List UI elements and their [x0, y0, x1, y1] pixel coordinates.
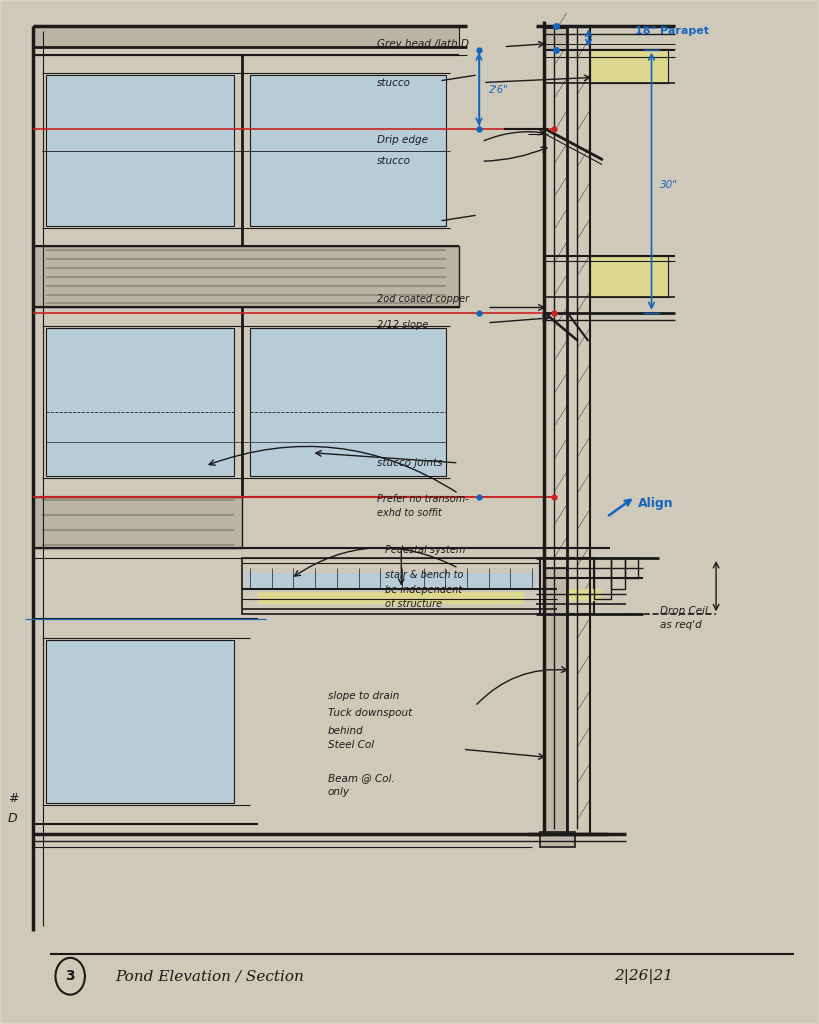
- Bar: [250, 328, 446, 476]
- Bar: [541, 558, 595, 614]
- Text: stucco: stucco: [377, 78, 411, 87]
- Bar: [545, 29, 568, 49]
- Text: Drop Ceil.: Drop Ceil.: [659, 606, 711, 616]
- Text: 2'6": 2'6": [489, 85, 509, 94]
- Text: Align: Align: [638, 498, 673, 510]
- Text: stair & bench to: stair & bench to: [385, 570, 464, 581]
- Text: stucco joints: stucco joints: [377, 458, 442, 468]
- Text: of structure: of structure: [385, 599, 442, 609]
- Bar: [611, 558, 626, 589]
- Bar: [246, 573, 536, 589]
- Text: Steel Col: Steel Col: [328, 740, 373, 750]
- Bar: [258, 592, 524, 604]
- Bar: [34, 27, 459, 47]
- Bar: [34, 246, 459, 307]
- Text: #: #: [7, 792, 18, 805]
- Text: slope to drain: slope to drain: [328, 691, 399, 701]
- Text: Pond Elevation / Section: Pond Elevation / Section: [115, 970, 304, 983]
- Text: Drip edge: Drip edge: [377, 135, 428, 144]
- Bar: [545, 568, 568, 835]
- Text: Pedestal system: Pedestal system: [385, 545, 465, 555]
- Bar: [242, 558, 541, 614]
- Bar: [46, 76, 233, 225]
- Bar: [250, 76, 446, 225]
- Bar: [549, 589, 602, 601]
- Text: D: D: [8, 812, 18, 825]
- Text: Tuck downspout: Tuck downspout: [328, 709, 412, 719]
- Text: 18" Parapet: 18" Parapet: [636, 27, 709, 37]
- Text: 2|26|21: 2|26|21: [614, 969, 673, 984]
- Text: only: only: [328, 787, 350, 797]
- Bar: [34, 497, 242, 548]
- Bar: [595, 558, 611, 599]
- Bar: [590, 256, 667, 297]
- Text: 2od coated copper: 2od coated copper: [377, 295, 469, 304]
- Text: Beam @ Col.: Beam @ Col.: [328, 773, 395, 782]
- Bar: [46, 328, 233, 476]
- Text: behind: behind: [328, 726, 364, 735]
- Bar: [46, 640, 233, 804]
- Text: Prefer no transom-: Prefer no transom-: [377, 494, 468, 504]
- Bar: [590, 49, 667, 83]
- Text: Grey head /lath D: Grey head /lath D: [377, 39, 468, 49]
- Text: 30": 30": [659, 180, 677, 189]
- Bar: [541, 833, 576, 848]
- Text: as req'd: as req'd: [659, 621, 701, 631]
- Text: 3: 3: [66, 970, 75, 983]
- Text: stucco: stucco: [377, 157, 411, 166]
- Text: exhd to soffit: exhd to soffit: [377, 508, 441, 518]
- Text: 2/12 slope: 2/12 slope: [377, 319, 428, 330]
- Text: be independent: be independent: [385, 585, 462, 595]
- Bar: [626, 558, 638, 579]
